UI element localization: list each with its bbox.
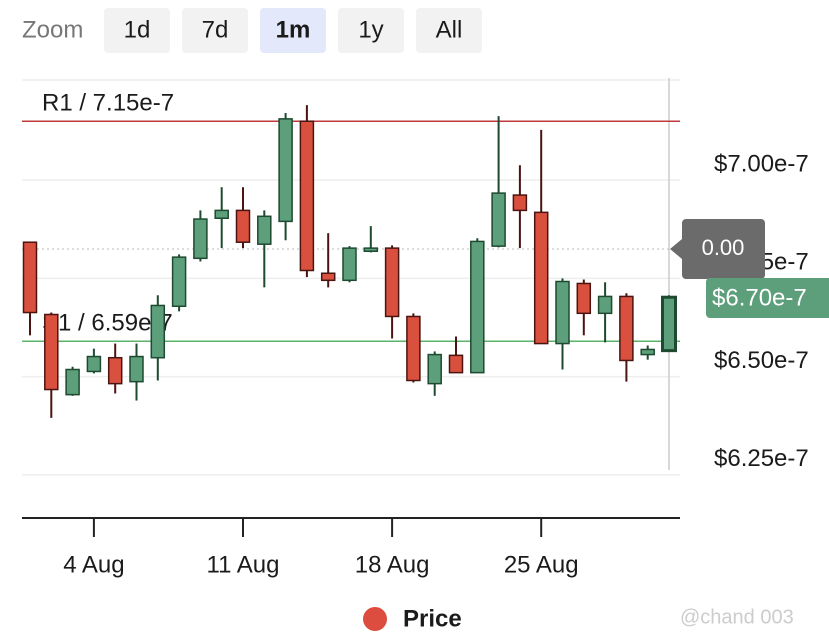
candle-body — [214, 209, 229, 219]
candle-body — [44, 313, 59, 391]
candle-body — [193, 218, 208, 260]
candle-body — [235, 209, 251, 243]
zoom-button-label[interactable]: 1d — [124, 16, 151, 43]
zoom-button[interactable] — [182, 8, 248, 53]
candle-body — [640, 348, 655, 356]
candle-body — [384, 247, 400, 318]
zoom-buttons: 1d 7d 1m 1y All — [104, 8, 482, 53]
last-price-box — [706, 278, 829, 318]
zoom-button[interactable] — [260, 8, 326, 53]
candle-body — [107, 356, 123, 385]
last-price-label: $6.70e-7 — [712, 284, 807, 311]
candle-body — [427, 353, 442, 385]
candle-body — [363, 247, 379, 253]
y-tick-label: $6.25e-7 — [714, 445, 809, 472]
candle-body — [576, 282, 592, 315]
zoom-button[interactable] — [416, 8, 482, 53]
candle-body — [470, 240, 485, 374]
candle-body — [619, 295, 634, 362]
level-label: R1 / 7.15e-7 — [42, 90, 174, 117]
zoom-label: Zoom — [22, 16, 83, 43]
zoom-button[interactable] — [338, 8, 404, 53]
zoom-button-label[interactable]: All — [436, 16, 463, 43]
candle-body — [278, 118, 293, 223]
legend-label[interactable]: Price — [403, 605, 462, 632]
candle-body — [129, 355, 144, 383]
candle-body — [448, 354, 464, 374]
candle-body[interactable] — [661, 295, 677, 353]
candle-body — [171, 256, 187, 307]
candle-body — [533, 211, 549, 345]
zoom-button-label[interactable]: 1y — [358, 16, 383, 43]
candle-body — [65, 368, 80, 396]
y-tick-label: $6.50e-7 — [714, 347, 809, 374]
zoom-button-label[interactable]: 7d — [202, 16, 229, 43]
candle-body — [597, 295, 613, 315]
plot: $6.25e-7$6.50e-7$6.75e-7$7.00e-7R1 / 7.1… — [22, 78, 829, 578]
candle-body — [342, 247, 357, 282]
legend-dot — [363, 607, 387, 631]
candle-body — [320, 272, 336, 282]
x-tick-label: 11 Aug — [207, 551, 280, 578]
candle-body — [512, 194, 528, 212]
candle-body — [86, 355, 102, 373]
y-tick-label: $7.00e-7 — [714, 150, 809, 177]
x-tick-label: 25 Aug — [504, 551, 579, 578]
x-tick-label: 18 Aug — [355, 551, 430, 578]
crosshair-label: 0.00 — [702, 235, 745, 260]
candle-body — [299, 120, 315, 272]
zoom-button[interactable] — [104, 8, 170, 53]
candle-body — [406, 315, 421, 382]
candle-body — [491, 192, 506, 247]
candle-body — [257, 215, 272, 245]
candle-body — [22, 241, 38, 314]
candle-body — [150, 304, 166, 359]
crosshair-tooltip — [670, 219, 765, 279]
zoom-button-label[interactable]: 1m — [276, 16, 311, 43]
candle-body — [555, 280, 570, 345]
watermark: @chand 003 — [680, 606, 794, 628]
x-tick-label: 4 Aug — [63, 551, 124, 578]
